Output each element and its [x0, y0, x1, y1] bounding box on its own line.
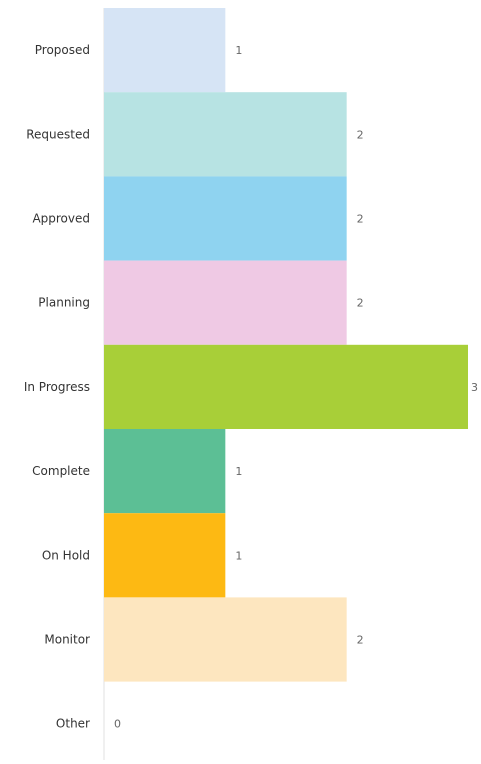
bar-requested[interactable]	[104, 92, 347, 177]
category-label: Approved	[32, 212, 90, 226]
category-label: Complete	[32, 464, 90, 478]
bar-on-hold[interactable]	[104, 513, 226, 598]
bar-planning[interactable]	[104, 260, 347, 345]
value-label: 0	[114, 718, 121, 731]
value-label: 2	[357, 213, 364, 226]
bar-complete[interactable]	[104, 429, 226, 514]
value-label: 2	[357, 297, 364, 310]
value-label: 1	[235, 44, 242, 57]
category-label: Proposed	[35, 43, 90, 57]
category-label: Other	[56, 717, 90, 731]
bar-in-progress[interactable]	[104, 344, 468, 429]
category-label: Requested	[26, 127, 90, 141]
bar-proposed[interactable]	[104, 8, 226, 93]
value-label: 2	[357, 634, 364, 647]
value-label: 2	[357, 128, 364, 141]
value-label: 3	[471, 381, 478, 394]
bars-layer	[104, 8, 468, 682]
category-labels: Proposed Requested Approved Planning In Prog…	[24, 43, 90, 731]
bar-approved[interactable]	[104, 176, 347, 261]
category-label: Planning	[38, 296, 90, 310]
category-label: On Hold	[42, 548, 90, 562]
category-label: In Progress	[24, 380, 90, 394]
bar-monitor[interactable]	[104, 597, 347, 682]
value-label: 1	[235, 549, 242, 562]
value-labels: 1 2 2 2 3 1 1 2 0	[114, 44, 478, 731]
value-label: 1	[235, 465, 242, 478]
category-label: Monitor	[44, 633, 90, 647]
